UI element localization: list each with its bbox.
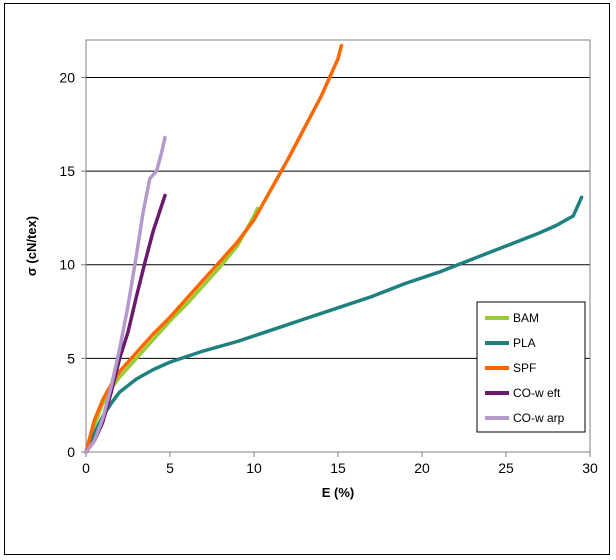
series-line-co-w-arp — [84, 135, 167, 454]
y-axis-title: σ (cN/tex) — [24, 216, 39, 276]
y-tick-label: 0 — [67, 444, 75, 460]
x-tick-label: 10 — [246, 460, 262, 476]
x-tick-label: 5 — [166, 460, 174, 476]
series-line-pla — [84, 195, 584, 454]
x-tick-label: 20 — [414, 460, 430, 476]
x-axis-title: E (%) — [322, 485, 355, 500]
y-tick-label: 10 — [59, 257, 75, 273]
y-tick-label: 15 — [59, 163, 75, 179]
chart-area — [4, 3, 610, 555]
x-tick-label: 0 — [82, 460, 90, 476]
legend-label: PLA — [513, 336, 536, 350]
y-tick-label: 5 — [67, 350, 75, 366]
legend-label: SPF — [513, 361, 536, 375]
y-tick-label: 20 — [59, 69, 75, 85]
legend-label: CO-w eft — [513, 386, 561, 400]
x-tick-label: 30 — [582, 460, 598, 476]
series-line-spf — [84, 43, 344, 454]
legend-label: CO-w arp — [513, 411, 565, 425]
x-tick-label: 15 — [330, 460, 346, 476]
legend: BAM PLA SPF CO-w eft CO-w arp — [476, 301, 586, 433]
series-line-bam — [84, 206, 260, 454]
x-tick-label: 25 — [498, 460, 514, 476]
y-axis-ticks: 0 5 10 15 20 — [59, 69, 86, 460]
x-axis-ticks: 0 5 10 15 20 25 30 — [82, 452, 598, 476]
series-lines — [84, 43, 584, 454]
legend-label: BAM — [513, 311, 539, 325]
